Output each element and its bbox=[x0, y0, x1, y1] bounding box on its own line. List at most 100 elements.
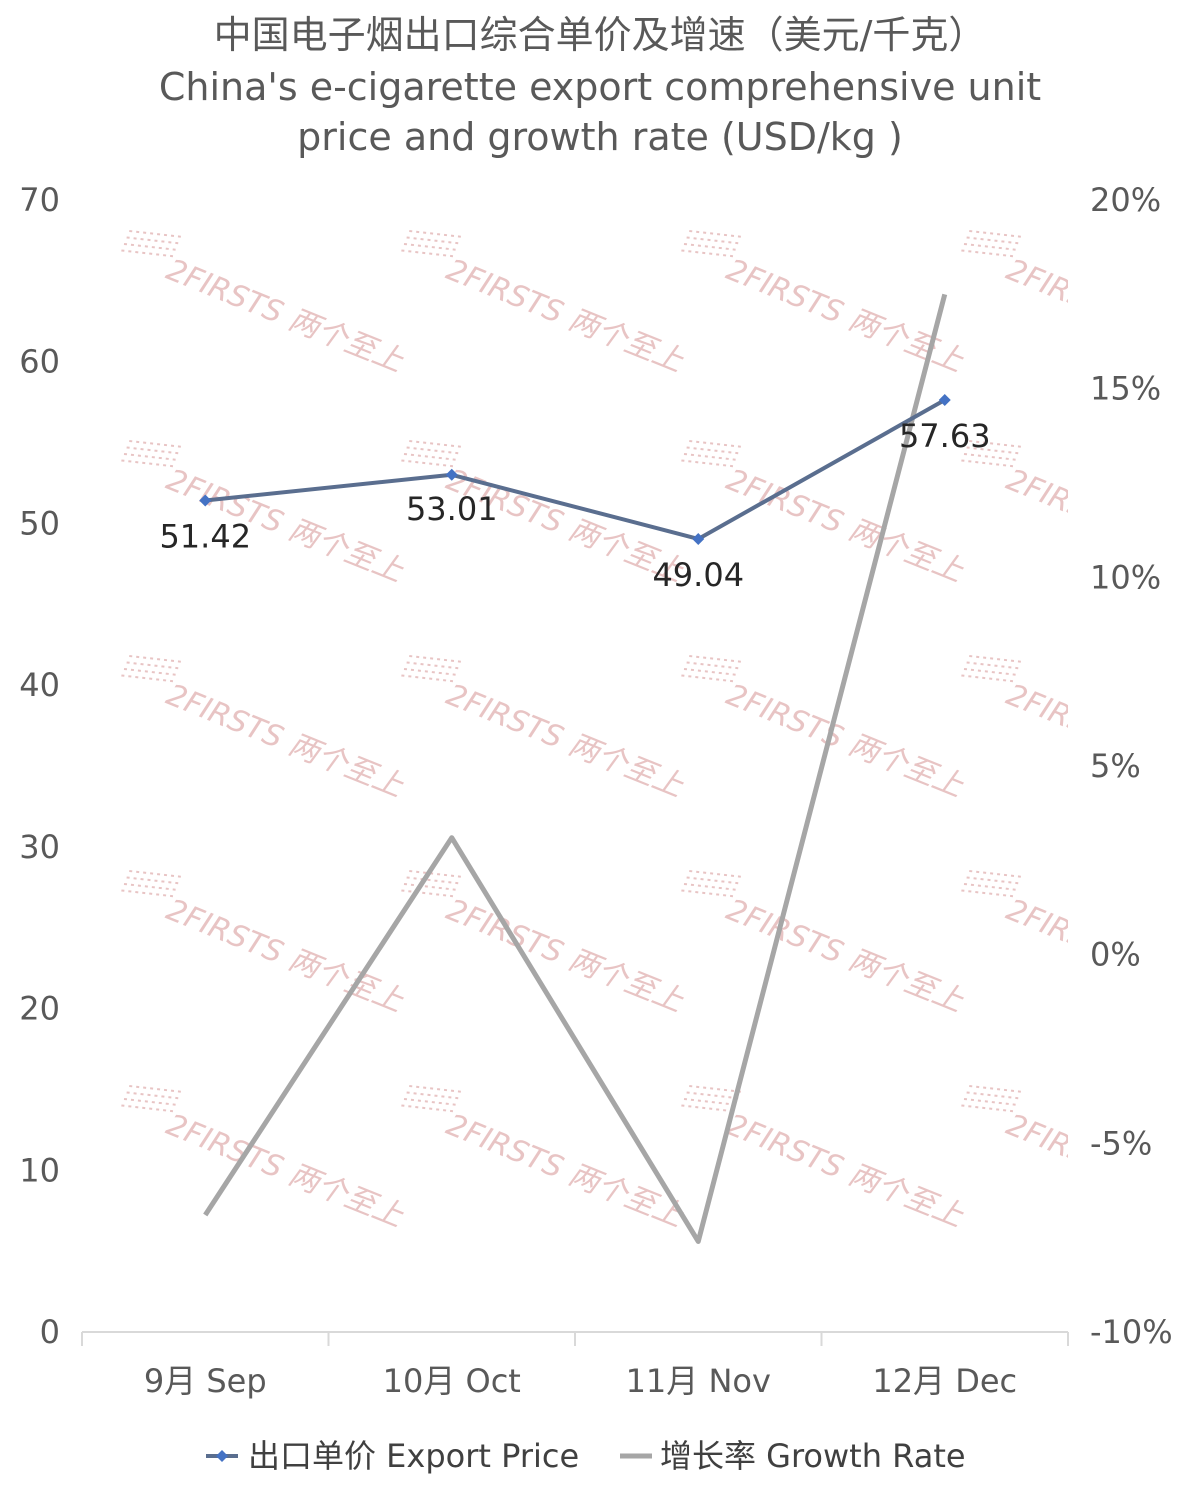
watermark-stroke bbox=[683, 1097, 736, 1106]
data-point-export-price bbox=[199, 494, 212, 507]
watermark-stroke bbox=[129, 869, 181, 878]
left-y-tick-label: 50 bbox=[19, 504, 60, 542]
left-y-tick-label: 60 bbox=[19, 343, 60, 381]
watermark-stroke bbox=[406, 236, 459, 245]
right-y-tick-label: -10% bbox=[1090, 1313, 1173, 1351]
watermark-stroke bbox=[961, 249, 1014, 258]
watermark-text: 2FIRSTS 两个至上 bbox=[721, 252, 969, 379]
watermark-stroke bbox=[126, 236, 179, 245]
chart-title: 中国电子烟出口综合单价及增速（美元/千克） China's e-cigarette… bbox=[159, 13, 1041, 159]
watermark-tile: 2FIRSTS 两个至上 bbox=[121, 654, 409, 805]
left-y-tick-label: 40 bbox=[19, 666, 60, 704]
series-layer bbox=[199, 293, 951, 1244]
watermark-stroke bbox=[403, 242, 456, 251]
left-y-tick-label: 0 bbox=[40, 1313, 60, 1351]
watermark-stroke bbox=[406, 661, 459, 670]
watermark-stroke bbox=[681, 674, 734, 683]
right-y-tick-label: 0% bbox=[1090, 936, 1141, 974]
watermark-stroke bbox=[123, 452, 176, 461]
x-tick-label: 10月 Oct bbox=[383, 1362, 521, 1400]
watermark-stroke bbox=[689, 869, 741, 878]
watermark-stroke bbox=[963, 882, 1016, 891]
watermark-stroke bbox=[961, 889, 1014, 898]
data-label-export-price: 51.42 bbox=[159, 517, 251, 555]
watermark-stroke bbox=[123, 882, 176, 891]
watermark-stroke bbox=[406, 876, 459, 885]
watermark-stroke bbox=[969, 439, 1021, 448]
watermark-tile: 2FIRSTS 两个至上 bbox=[681, 654, 969, 805]
watermark-stroke bbox=[961, 1104, 1014, 1113]
watermark-stroke bbox=[121, 889, 174, 898]
left-y-tick-label: 10 bbox=[19, 1151, 60, 1189]
right-y-tick-label: 20% bbox=[1090, 181, 1161, 219]
watermark-stroke bbox=[121, 459, 174, 468]
watermark-stroke bbox=[126, 876, 179, 885]
legend: 出口单价 Export Price 增长率 Growth Rate bbox=[206, 1437, 966, 1475]
watermark-stroke bbox=[966, 236, 1019, 245]
watermark-text: 2FIRSTS 两个至上 bbox=[721, 677, 969, 804]
data-point-export-price bbox=[938, 394, 951, 407]
legend-label-export-price: 出口单价 Export Price bbox=[248, 1437, 579, 1475]
watermark-stroke bbox=[689, 229, 741, 238]
watermark-stroke bbox=[683, 452, 736, 461]
watermark-stroke bbox=[403, 452, 456, 461]
watermark-tile: 2FIRSTS 两个至上 bbox=[121, 1084, 409, 1235]
right-y-tick-label: 10% bbox=[1090, 558, 1161, 596]
watermark-stroke bbox=[409, 1084, 461, 1093]
left-y-tick-label: 70 bbox=[19, 181, 60, 219]
watermark-stroke bbox=[129, 439, 181, 448]
legend-label-growth-rate: 增长率 Growth Rate bbox=[660, 1437, 966, 1475]
watermark-stroke bbox=[123, 667, 176, 676]
right-y-tick-label: 15% bbox=[1090, 370, 1161, 408]
watermark-stroke bbox=[126, 1091, 179, 1100]
watermark-stroke bbox=[681, 459, 734, 468]
x-tick-label: 12月 Dec bbox=[872, 1362, 1017, 1400]
watermark-stroke bbox=[966, 446, 1019, 455]
watermark-stroke bbox=[681, 889, 734, 898]
watermark-stroke bbox=[963, 667, 1016, 676]
watermark-stroke bbox=[681, 1104, 734, 1113]
series-line-growth-rate bbox=[203, 293, 948, 1244]
watermark-stroke bbox=[401, 889, 454, 898]
watermark-text: 2FIRSTS 两个至上 bbox=[441, 1107, 689, 1234]
watermark-stroke bbox=[963, 1097, 1016, 1106]
watermark-stroke bbox=[966, 661, 1019, 670]
series-line-export-price bbox=[205, 398, 946, 541]
watermark-stroke bbox=[961, 674, 1014, 683]
watermark-stroke bbox=[686, 236, 739, 245]
x-tick-label: 11月 Nov bbox=[626, 1362, 771, 1400]
watermark-text: 2FIRSTS 两个至上 bbox=[441, 252, 689, 379]
watermark-stroke bbox=[969, 869, 1021, 878]
watermark-text: 2FIRSTS 两个至上 bbox=[441, 892, 689, 1019]
watermark-stroke bbox=[689, 654, 741, 663]
right-y-tick-label: 5% bbox=[1090, 747, 1141, 785]
data-point-export-price bbox=[445, 468, 458, 481]
watermark-stroke bbox=[129, 1084, 181, 1093]
left-y-tick-label: 20 bbox=[19, 990, 60, 1028]
axes: 9月 Sep 10月 Oct 11月 Nov 12月 Dec 0 10 20 30 40 50 60… bbox=[19, 181, 1172, 1400]
watermark-stroke bbox=[966, 876, 1019, 885]
watermark-stroke bbox=[403, 1097, 456, 1106]
watermark-stroke bbox=[686, 876, 739, 885]
watermark-stroke bbox=[683, 882, 736, 891]
watermark-stroke bbox=[686, 661, 739, 670]
watermark-stroke bbox=[121, 674, 174, 683]
left-y-tick-label: 30 bbox=[19, 828, 60, 866]
watermark-tile: 2FIRSTS 两个至上 bbox=[121, 439, 409, 590]
right-y-tick-label: -5% bbox=[1090, 1124, 1152, 1162]
watermark-text: 2FIRSTS 两个至上 bbox=[161, 1107, 409, 1234]
watermark-stroke bbox=[126, 661, 179, 670]
watermark-stroke bbox=[403, 667, 456, 676]
data-label-export-price: 53.01 bbox=[406, 490, 498, 528]
watermark-stroke bbox=[689, 1084, 741, 1093]
chart-title-line: 中国电子烟出口综合单价及增速（美元/千克） bbox=[214, 13, 987, 57]
watermark-stroke bbox=[401, 459, 454, 468]
watermark-stroke bbox=[406, 446, 459, 455]
watermark-stroke bbox=[969, 654, 1021, 663]
watermark-text: 2FIRSTS 两个至上 bbox=[441, 677, 689, 804]
watermark-stroke bbox=[401, 1104, 454, 1113]
watermark-stroke bbox=[123, 242, 176, 251]
data-label-export-price: 57.63 bbox=[899, 417, 991, 455]
watermark-stroke bbox=[969, 229, 1021, 238]
watermark-tile: 2FIRSTS 两个至上 bbox=[121, 869, 409, 1020]
